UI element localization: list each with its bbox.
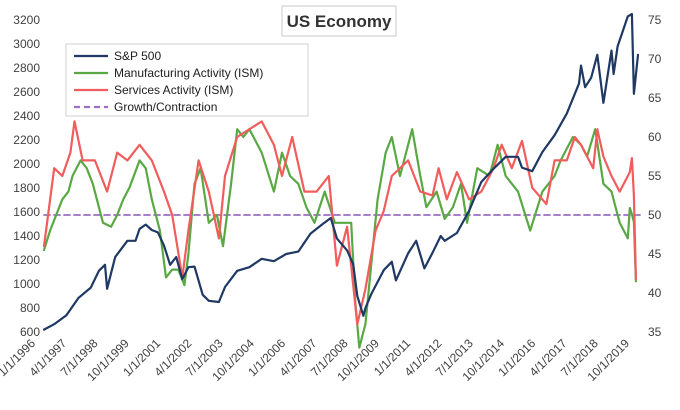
chart-title: US Economy [287,12,392,31]
legend-label: Manufacturing Activity (ISM) [114,66,263,80]
y-left-tick-label: 2200 [13,133,40,147]
legend-label: S&P 500 [114,49,161,63]
legend-label: Growth/Contraction [114,100,217,114]
y-left-tick-label: 2400 [13,109,40,123]
y-left-tick-label: 2800 [13,61,40,75]
y-right-tick-label: 45 [648,247,662,261]
y-right-tick-label: 35 [648,325,662,339]
y-left-tick-label: 1200 [13,253,40,267]
y-right-tick-label: 70 [648,52,662,66]
y-right-tick-label: 55 [648,169,662,183]
legend-label: Services Activity (ISM) [114,83,233,97]
y-left-tick-label: 800 [20,301,40,315]
y-right-tick-label: 50 [648,208,662,222]
legend: S&P 500 Manufacturing Activity (ISM) Servi… [65,43,309,117]
chart-title-group: US Economy [281,5,397,37]
y-left-tick-label: 3000 [13,37,40,51]
y-left-tick-label: 2000 [13,157,40,171]
y-axis-left: 600 800 1000 1200 1400 1600 1800 2000 2200 2400 26… [13,13,40,339]
y-left-tick-label: 600 [20,325,40,339]
series-line-s-p-500 [42,12,640,331]
y-right-tick-label: 65 [648,91,662,105]
chart-title-box [281,5,397,37]
y-left-tick-label: 3200 [13,13,40,27]
y-left-tick-label: 1400 [13,229,40,243]
series-line-manufacturing-activity-ism [42,128,638,349]
x-axis: 1/1/19964/1/19977/1/199810/1/19991/1/200… [0,336,632,384]
y-left-tick-label: 1600 [13,205,40,219]
y-left-tick-label: 1800 [13,181,40,195]
y-left-tick-label: 1000 [13,277,40,291]
y-right-tick-label: 40 [648,286,662,300]
y-right-tick-label: 75 [648,13,662,27]
y-left-tick-label: 2600 [13,85,40,99]
y-right-tick-label: 60 [648,130,662,144]
series-lines [42,12,641,349]
y-axis-right: 35 40 45 50 55 60 65 70 75 [648,13,662,339]
